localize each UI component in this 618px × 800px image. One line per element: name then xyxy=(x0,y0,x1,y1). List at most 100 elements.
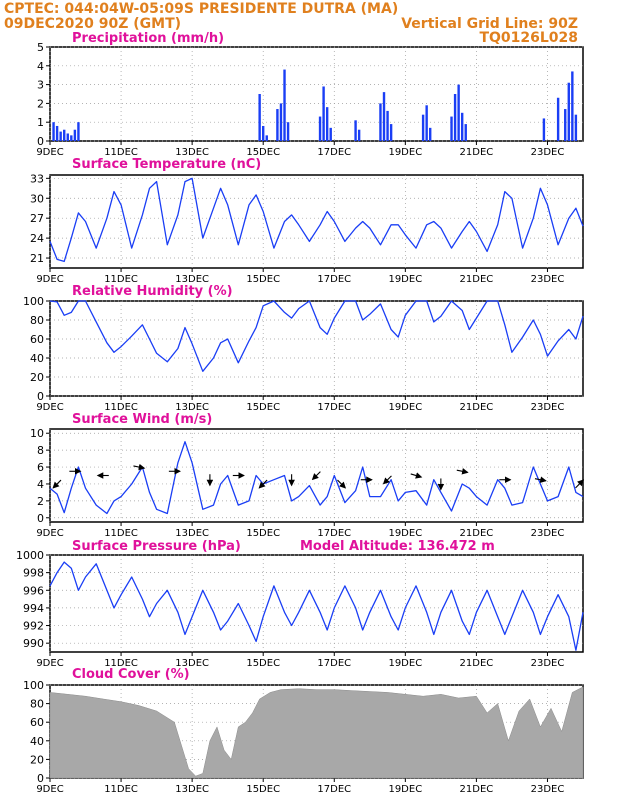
temp-title: Surface Temperature (nC) xyxy=(72,157,261,172)
precip-bar xyxy=(325,107,329,141)
precip-bar xyxy=(379,103,382,141)
pressure-xtick-label: 17DEC xyxy=(317,658,351,669)
precip-bar xyxy=(450,116,453,141)
precip-xtick-label: 11DEC xyxy=(104,147,138,158)
precip-bar xyxy=(425,105,428,141)
cloud-xtick-label: 9DEC xyxy=(36,784,63,795)
precip-bar xyxy=(567,82,570,141)
wind-arrow xyxy=(311,471,321,481)
rh-xtick-label: 19DEC xyxy=(388,402,422,413)
precip-bar xyxy=(464,124,467,141)
cloud-ytick-label: 20 xyxy=(30,753,44,766)
wind-arrow xyxy=(382,475,392,485)
temp-xtick-label: 17DEC xyxy=(317,274,351,285)
temp-xtick-label: 19DEC xyxy=(388,274,422,285)
wind-xtick-label: 9DEC xyxy=(36,528,63,539)
precip-bar xyxy=(542,118,546,141)
precip-ytick-label: 2 xyxy=(37,97,44,110)
precip-title: Precipitation (mm/h) xyxy=(72,31,224,46)
temp-ytick-label: 30 xyxy=(30,192,44,205)
wind-arrow xyxy=(258,479,268,489)
pressure-xtick-label: 21DEC xyxy=(460,658,494,669)
precip-bar xyxy=(52,122,55,141)
pressure-xtick-label: 9DEC xyxy=(36,658,63,669)
cloud-xtick-label: 21DEC xyxy=(460,784,494,795)
rh-title: Relative Humidity (%) xyxy=(72,284,233,299)
rh-ytick-label: 60 xyxy=(30,333,44,346)
wind-arrow xyxy=(575,479,585,489)
precip-bar xyxy=(382,92,386,141)
precip-panel: 0 1 2 3 4 5 9DEC 11DEC 13DEC 15DEC 17DEC 19DEC 21DEC… xyxy=(36,31,584,158)
precip-frame xyxy=(49,46,584,142)
precip-ytick-label: 3 xyxy=(37,79,44,92)
wind-panel: 0 2 4 6 8 10 9DEC 11DEC 13DEC 15DEC 17DEC 19DEC 21DE… xyxy=(30,412,585,539)
precip-bar xyxy=(457,84,460,141)
temp-xtick-label: 13DEC xyxy=(175,274,209,285)
rh-panel: 0 20 40 60 80 100 9DEC 11DEC 13DEC 15DEC 17DEC 19DE… xyxy=(23,284,584,413)
precip-bar xyxy=(283,69,286,141)
rh-series-line xyxy=(49,300,584,372)
pressure-ytick-label: 998 xyxy=(23,567,44,580)
precip-bar xyxy=(571,71,574,141)
precip-xtick-label: 19DEC xyxy=(388,147,422,158)
model-id: TQ0126L028 xyxy=(479,30,578,46)
temp-xtick-label: 15DEC xyxy=(246,274,280,285)
cloud-ytick-label: 100 xyxy=(23,679,44,692)
temp-xtick-label: 9DEC xyxy=(36,274,63,285)
wind-ytick-label: 8 xyxy=(37,444,44,457)
precip-bar xyxy=(389,124,393,141)
cloud-xtick-label: 17DEC xyxy=(317,784,351,795)
wind-xtick-label: 15DEC xyxy=(246,528,280,539)
wind-ytick-label: 0 xyxy=(37,512,44,525)
station-title: CPTEC: 044:04W-05:09S PRESIDENTE DUTRA (… xyxy=(4,1,398,17)
pressure-panel: 990 992 994 996 998 1000 9DEC 11DEC 13DEC 15DEC 17… xyxy=(16,539,584,669)
precip-bar xyxy=(329,127,332,141)
precip-xtick-label: 23DEC xyxy=(531,147,565,158)
precip-ytick-label: 0 xyxy=(37,135,44,148)
rh-frame xyxy=(49,300,584,397)
temp-xtick-label: 21DEC xyxy=(460,274,494,285)
temp-ytick-label: 24 xyxy=(30,232,44,245)
cloud-panel: 0 20 40 60 80 100 9DEC 11DEC 13DEC 15DEC 17DEC 19DE… xyxy=(23,667,584,795)
precip-bar xyxy=(66,133,69,141)
precip-bar xyxy=(357,129,361,141)
wind-xtick-label: 23DEC xyxy=(531,528,565,539)
chart-header: CPTEC: 044:04W-05:09S PRESIDENTE DUTRA (… xyxy=(4,1,578,46)
temp-panel: 21 24 27 30 33 9DEC 11DEC 13DEC 15DEC 17DEC 19DEC 2… xyxy=(30,157,584,285)
precip-bar xyxy=(262,125,265,141)
rh-ytick-label: 0 xyxy=(37,390,44,403)
pressure-series-line xyxy=(49,561,584,651)
wind-title: Surface Wind (m/s) xyxy=(72,412,212,427)
cloud-xtick-label: 11DEC xyxy=(104,784,138,795)
precip-bar xyxy=(265,135,268,141)
pressure-ytick-label: 994 xyxy=(23,602,44,615)
rh-xtick-label: 13DEC xyxy=(175,402,209,413)
pressure-xtick-label: 13DEC xyxy=(175,658,209,669)
rh-ytick-label: 20 xyxy=(30,371,44,384)
pressure-xtick-label: 15DEC xyxy=(246,658,280,669)
precip-bar xyxy=(453,94,457,141)
rh-xtick-label: 23DEC xyxy=(531,402,565,413)
precip-xtick-label: 17DEC xyxy=(317,147,351,158)
temp-xtick-label: 11DEC xyxy=(104,274,138,285)
temp-series-line xyxy=(49,177,584,263)
precip-bar xyxy=(258,94,261,141)
rh-xtick-label: 17DEC xyxy=(317,402,351,413)
precip-bar xyxy=(429,127,432,141)
rh-xtick-label: 9DEC xyxy=(36,402,63,413)
precip-bar xyxy=(318,116,322,141)
wind-ytick-label: 10 xyxy=(30,427,44,440)
pressure-xtick-label: 19DEC xyxy=(388,658,422,669)
wind-xtick-label: 19DEC xyxy=(388,528,422,539)
precip-ytick-label: 1 xyxy=(37,116,44,129)
rh-ytick-label: 80 xyxy=(30,314,44,327)
cloud-ytick-label: 0 xyxy=(37,772,44,785)
cloud-xtick-label: 15DEC xyxy=(246,784,280,795)
cloud-title: Cloud Cover (%) xyxy=(72,667,190,682)
wind-xtick-label: 11DEC xyxy=(104,528,138,539)
wind-arrow xyxy=(534,476,547,483)
temp-ytick-label: 33 xyxy=(30,172,44,185)
precip-bar xyxy=(286,122,290,141)
rh-xtick-label: 21DEC xyxy=(460,402,494,413)
